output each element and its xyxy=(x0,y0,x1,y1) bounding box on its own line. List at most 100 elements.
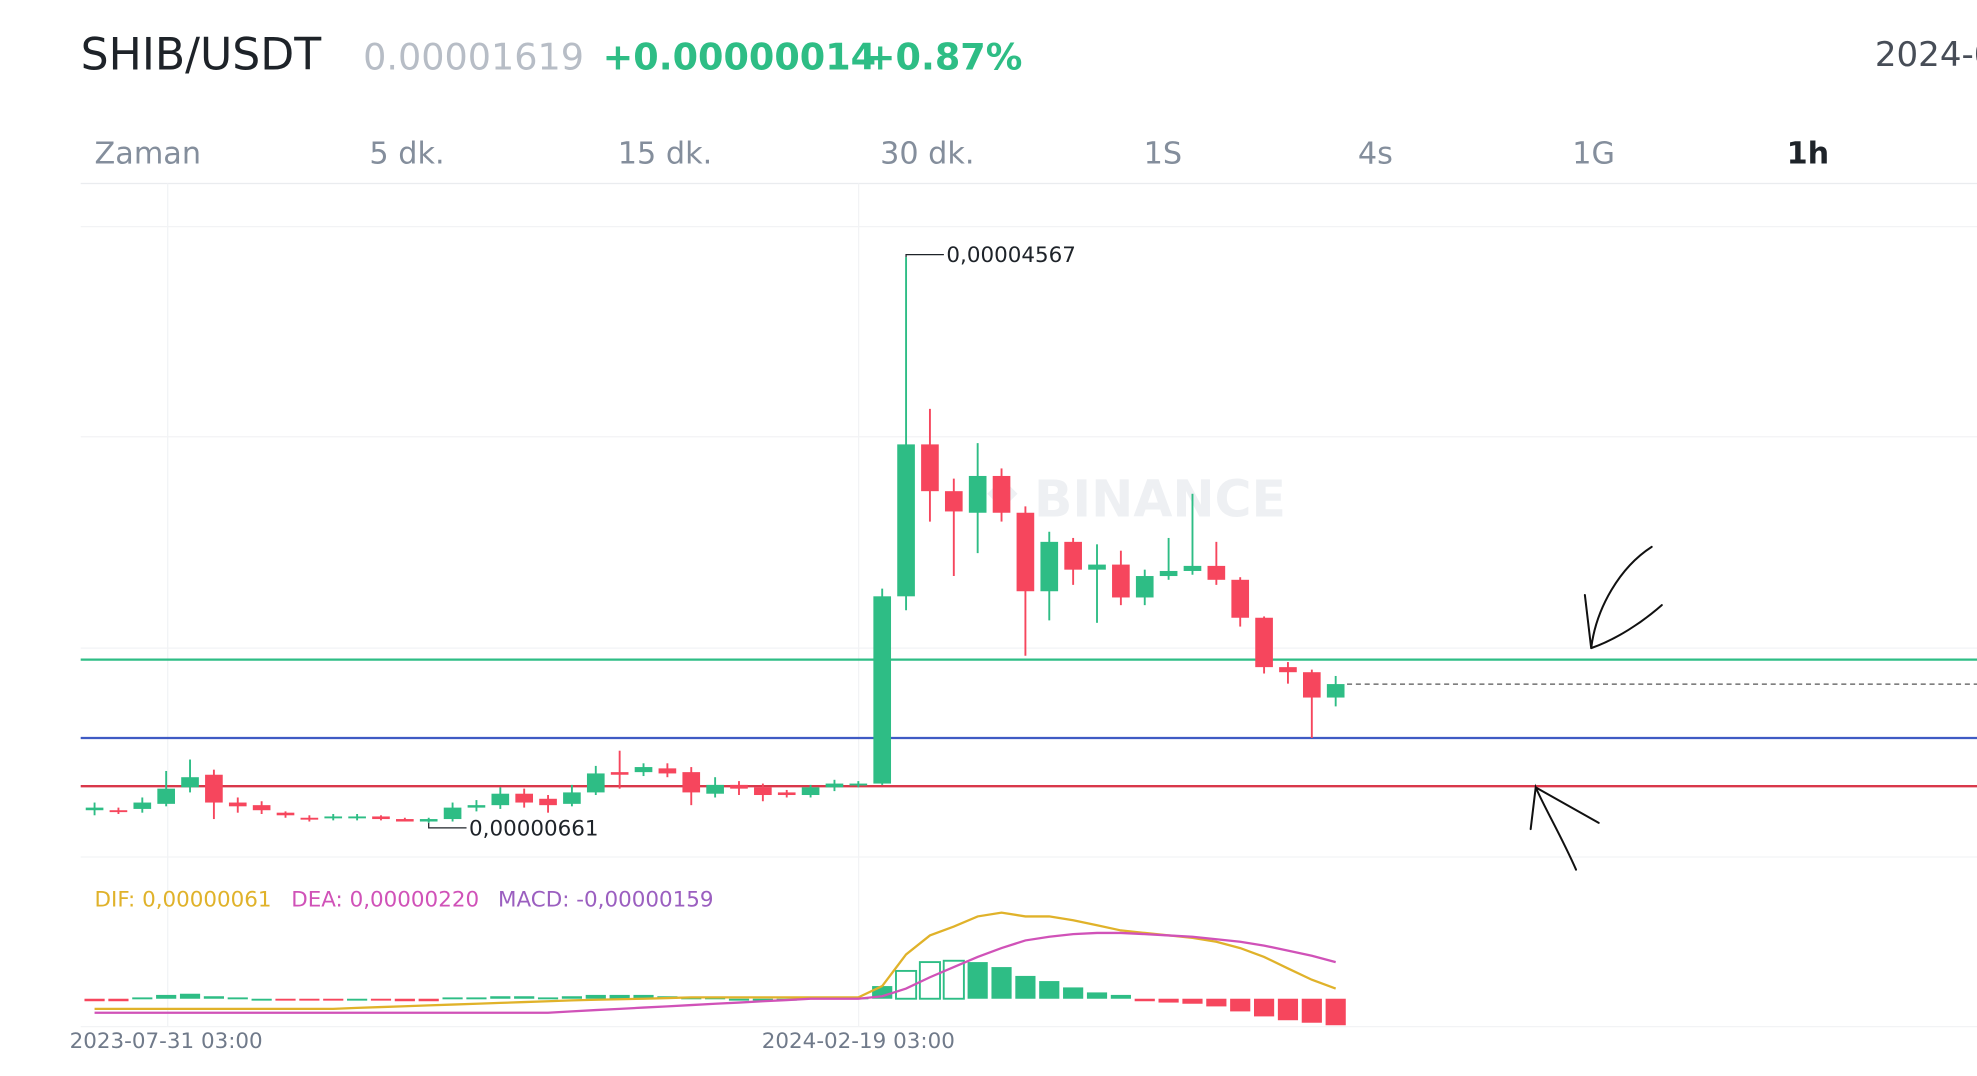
macd-bar xyxy=(1230,998,1251,1012)
candle-body xyxy=(324,816,343,819)
candle-body xyxy=(491,793,510,806)
macd-bar xyxy=(752,998,773,1001)
candle-body xyxy=(157,788,175,804)
arrow xyxy=(1529,783,1600,871)
watermark: BINANCE xyxy=(1034,469,1286,528)
macd-bar xyxy=(633,994,654,999)
macd-bar xyxy=(1158,998,1179,1003)
candle-body xyxy=(1040,541,1059,592)
macd-bar xyxy=(227,997,248,1000)
candle-body xyxy=(228,802,247,807)
candle-body xyxy=(897,444,915,597)
macd-bar xyxy=(156,994,177,999)
candle-body xyxy=(109,810,128,813)
macd-bar xyxy=(418,998,439,1002)
macd-legend: DIF: 0,00000061 xyxy=(95,887,272,912)
candle-body xyxy=(992,475,1011,513)
macd-bar xyxy=(1301,998,1322,1023)
macd-bar xyxy=(991,967,1012,999)
candle-body xyxy=(873,596,892,784)
macd-bar xyxy=(1063,987,1084,999)
low-label: 0,00000661 xyxy=(469,816,599,841)
tab[interactable]: 15 dk. xyxy=(618,136,712,171)
high-label: 0,00004567 xyxy=(946,243,1076,268)
macd-bar xyxy=(275,998,296,1001)
candle-body xyxy=(1279,667,1297,673)
candle-body xyxy=(706,784,724,794)
macd-bar xyxy=(918,961,941,1000)
tab[interactable]: Zaman xyxy=(95,136,201,171)
macd-bar xyxy=(967,962,988,999)
candle-body xyxy=(85,807,104,811)
macd-bar xyxy=(299,998,320,1001)
macd-bar xyxy=(1277,998,1299,1021)
candle-body xyxy=(419,819,438,822)
tab[interactable]: 1S xyxy=(1144,136,1182,171)
x-tick-label: 2023-07-31 03:00 xyxy=(70,1029,263,1054)
candle-body xyxy=(1159,570,1178,577)
candle-body xyxy=(1016,512,1035,592)
macd-bar xyxy=(84,998,105,1002)
macd-bar xyxy=(1134,998,1155,1002)
candle-body xyxy=(205,774,223,803)
tab[interactable]: 4s xyxy=(1358,136,1393,171)
x-tick-label: 2024-02-19 03:00 xyxy=(762,1029,955,1054)
change-pct: +0.87% xyxy=(865,36,1022,79)
macd-bar xyxy=(347,998,368,1001)
candle-body xyxy=(348,816,366,819)
macd-bar xyxy=(370,998,392,1001)
macd-bar xyxy=(132,997,153,1000)
candle-body xyxy=(682,772,701,793)
macd-bar xyxy=(514,996,535,999)
tab-active[interactable]: 1h xyxy=(1787,136,1830,171)
candle-body xyxy=(467,805,486,808)
candle-body xyxy=(1088,564,1106,570)
candle-body xyxy=(300,817,319,820)
candle-body xyxy=(1064,541,1082,570)
candle-body xyxy=(921,444,939,492)
candle-body xyxy=(1255,617,1273,668)
candle-body xyxy=(276,812,295,816)
high-leader xyxy=(905,253,944,258)
macd-bar xyxy=(1206,998,1227,1007)
macd-bar xyxy=(490,996,511,999)
macd-bar xyxy=(585,994,606,999)
macd-bar xyxy=(1253,998,1275,1017)
macd-bar xyxy=(1086,992,1108,999)
candle-body xyxy=(1112,564,1130,598)
candle-body xyxy=(658,768,677,774)
tabs: Zaman 5 dk. 15 dk. 30 dk. 1S 4s 1G 1h xyxy=(95,136,1830,171)
tab[interactable]: 1G xyxy=(1572,136,1615,171)
macd-bar xyxy=(179,993,201,999)
candle-body xyxy=(133,802,152,809)
macd-bar xyxy=(1039,981,1060,999)
candle-body xyxy=(252,805,271,811)
macd-bar xyxy=(323,998,344,1001)
candle-body xyxy=(777,792,796,796)
candle-body xyxy=(372,816,390,820)
candle-body xyxy=(1135,576,1154,598)
macd-legend: MACD: -0,00000159 xyxy=(498,887,713,912)
candle-body xyxy=(730,784,748,789)
plot: 0,00004567 0,00000661 DIF: 0,00000061 DEA: … xyxy=(70,243,1977,1054)
change: +0.00000014 xyxy=(603,36,876,79)
macd-bar xyxy=(251,998,272,1001)
date: 2024-0 xyxy=(1875,35,1977,75)
tab[interactable]: 5 dk. xyxy=(369,136,444,171)
candle-body xyxy=(1183,565,1202,571)
macd-legend: DEA: 0,00000220 xyxy=(291,887,479,912)
candle-body xyxy=(849,783,868,786)
macd-bar xyxy=(609,994,630,999)
symbol[interactable]: SHIB/USDT xyxy=(81,30,323,81)
candle-body xyxy=(515,793,534,803)
candle-body xyxy=(396,819,414,822)
macd-line xyxy=(94,931,1336,1014)
macd-bar xyxy=(1325,998,1346,1026)
candle-body xyxy=(968,475,987,513)
price: 0.00001619 xyxy=(363,36,584,79)
macd-bar xyxy=(394,998,415,1002)
candle-body xyxy=(443,807,462,820)
candle-body xyxy=(825,783,844,788)
tab[interactable]: 30 dk. xyxy=(880,136,974,171)
